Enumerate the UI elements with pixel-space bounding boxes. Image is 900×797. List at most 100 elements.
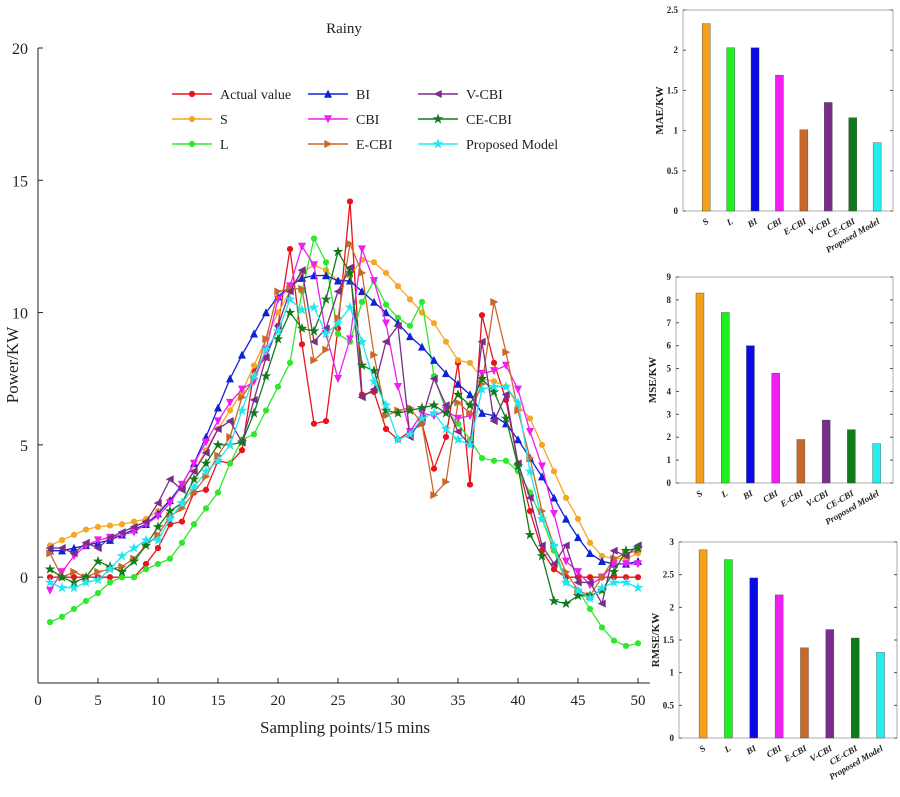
data-point [490, 457, 498, 464]
data-point [225, 398, 235, 407]
x-tick-label: E-CBI [781, 743, 809, 765]
data-point [525, 493, 534, 502]
legend-marker [323, 89, 333, 98]
data-point [310, 420, 318, 427]
bar-v-cbi [825, 629, 835, 739]
data-point [116, 566, 128, 577]
data-point [548, 595, 560, 606]
legend-marker [433, 89, 442, 99]
legend-item: E-CBI [308, 138, 393, 153]
data-point [226, 407, 234, 414]
data-point [464, 439, 476, 450]
data-point [45, 586, 55, 595]
data-point [226, 460, 234, 467]
legend-item: BI [308, 88, 370, 103]
data-point [322, 417, 330, 425]
bar-cbi [774, 594, 784, 739]
data-point [190, 521, 198, 528]
chart-title: Rainy [326, 21, 362, 37]
data-point [357, 393, 366, 402]
data-point [118, 574, 126, 581]
data-point [238, 447, 246, 454]
data-point [297, 266, 306, 275]
data-point [561, 541, 570, 550]
data-point [476, 383, 488, 394]
legend-label: S [220, 113, 228, 128]
data-point [466, 481, 474, 488]
data-point [297, 242, 307, 251]
data-point [621, 551, 630, 561]
data-point [610, 637, 618, 644]
legend-item: S [172, 113, 228, 128]
data-point [358, 298, 366, 306]
main-line-chart: Rainy 0 5 10 15 20 25 30 35 40 45 50 0 5 10 15 20 Samplin… [3, 21, 650, 737]
data-point [478, 312, 486, 319]
bar-v-cbi [824, 102, 833, 212]
data-point [68, 582, 80, 593]
data-point [369, 297, 379, 306]
bar-bi [746, 345, 755, 484]
data-point [56, 582, 68, 593]
data-point [261, 308, 271, 317]
data-point [404, 404, 416, 415]
data-point [250, 431, 258, 438]
data-point [249, 395, 258, 404]
data-point [550, 566, 558, 573]
data-point [142, 566, 150, 573]
bar-proposed-model [876, 652, 885, 739]
data-point [56, 571, 68, 582]
y-tick-label: 20 [12, 41, 28, 58]
data-point [298, 341, 306, 348]
data-point [44, 576, 56, 587]
data-point [586, 574, 594, 581]
data-point [153, 512, 163, 521]
data-point [549, 559, 558, 568]
data-point [537, 472, 547, 481]
data-point [620, 576, 632, 587]
data-point [284, 293, 296, 304]
y-tick-label: 2 [674, 45, 679, 55]
bar-ce-cbi [850, 637, 860, 739]
data-point [274, 309, 282, 316]
data-point [526, 415, 534, 422]
data-point [548, 539, 560, 550]
data-point [608, 566, 620, 577]
data-point [333, 375, 343, 384]
bar-l [721, 312, 730, 484]
data-point [248, 407, 260, 418]
data-point [429, 355, 439, 364]
data-point [464, 399, 476, 410]
legend-marker [323, 115, 333, 124]
y-tick-label: 2.5 [667, 5, 679, 15]
bar-e-cbi [800, 647, 809, 739]
data-point [296, 304, 308, 315]
data-point [573, 578, 582, 587]
bar-v-cbi [821, 419, 831, 484]
data-point [430, 465, 438, 472]
data-point [344, 267, 356, 278]
data-point [525, 427, 535, 436]
data-point [477, 337, 486, 346]
data-point [381, 319, 391, 328]
x-tick-label: S [698, 743, 707, 754]
legend-marker [188, 90, 196, 98]
data-point [574, 515, 582, 523]
data-point [572, 584, 584, 595]
data-point [597, 599, 606, 608]
data-point [250, 362, 258, 369]
y-axis-label: MSE/KW [647, 357, 659, 403]
bar-cbi [775, 74, 784, 212]
y-tick-label: 6 [667, 341, 672, 351]
data-point [142, 560, 150, 568]
bar-s [701, 23, 711, 212]
y-tick-label: 1.5 [663, 635, 675, 645]
data-point [489, 367, 499, 376]
data-point [310, 235, 318, 242]
x-tick-label: BI [745, 216, 760, 230]
data-point [442, 338, 450, 345]
data-point [262, 335, 271, 344]
data-point [430, 491, 439, 500]
data-point [512, 397, 524, 408]
data-point [621, 560, 631, 569]
